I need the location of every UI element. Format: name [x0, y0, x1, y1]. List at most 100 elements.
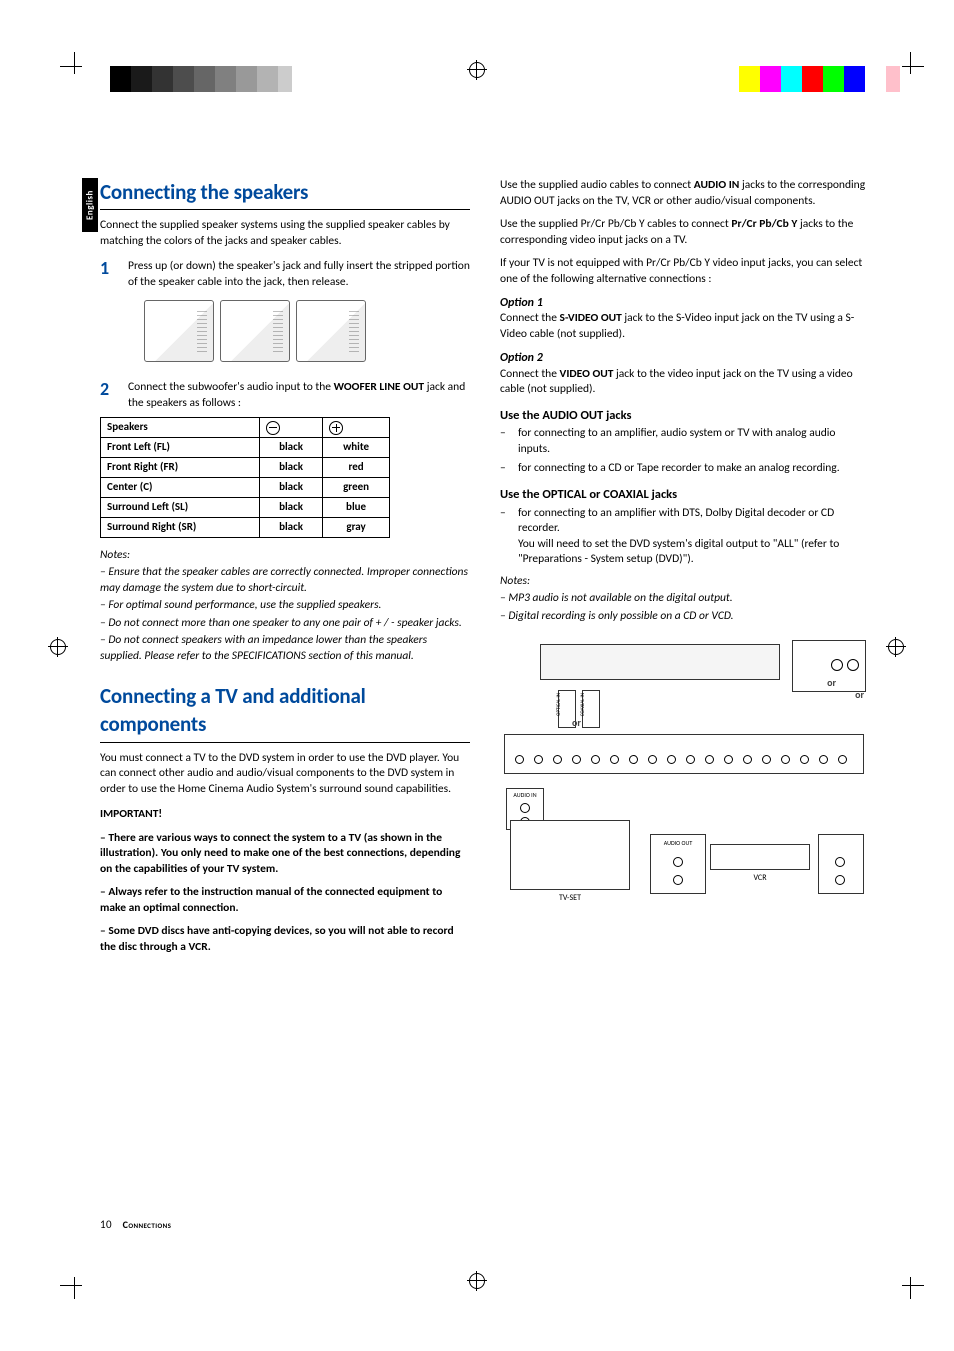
cell: Surround Right (SR) — [101, 517, 260, 537]
cell: blue — [323, 497, 390, 517]
table-row: Surround Right (SR)blackgray — [101, 517, 390, 537]
jack-icon — [724, 755, 733, 764]
bullet-text: for connecting to an amplifier with DTS,… — [518, 506, 870, 568]
cell: Front Left (FL) — [101, 438, 260, 458]
important-item: – Some DVD discs have anti-copying devic… — [100, 924, 454, 954]
diagram-audio-out — [650, 834, 706, 894]
registration-target — [48, 637, 68, 657]
figure-panel — [296, 300, 366, 362]
text-bold: Pr/Cr Pb/Cb Y — [731, 217, 797, 231]
paragraph: Connect the VIDEO OUT jack to the video … — [500, 367, 870, 398]
table-row: Front Right (FR)blackred — [101, 458, 390, 478]
jack-icon — [629, 755, 638, 764]
text-bold: AUDIO IN — [694, 178, 740, 192]
bullet-dash: – — [500, 461, 510, 477]
paragraph: Connect the S-VIDEO OUT jack to the S-Vi… — [500, 311, 870, 342]
text: Use the supplied Pr/Cr Pb/Cb Y cables to… — [500, 217, 731, 231]
cell: Front Right (FR) — [101, 458, 260, 478]
step-text: Press up (or down) the speaker's jack an… — [128, 259, 470, 290]
swatch — [131, 66, 152, 92]
paragraph: Use the supplied Pr/Cr Pb/Cb Y cables to… — [500, 217, 870, 248]
text: Use the supplied audio cables to connect — [500, 178, 694, 192]
registration-target — [467, 1271, 487, 1291]
th-minus — [259, 418, 322, 438]
jack-icon — [520, 803, 530, 813]
crop-mark — [896, 1271, 924, 1299]
jack-icon — [534, 755, 543, 764]
jack-icon — [838, 755, 847, 764]
table-row: Front Left (FL)blackwhite — [101, 438, 390, 458]
minus-icon — [266, 421, 280, 435]
jack-icon — [553, 755, 562, 764]
th-speakers: Speakers — [101, 418, 260, 438]
crop-mark — [896, 52, 924, 80]
jack-icon — [847, 659, 859, 671]
cell: black — [259, 477, 322, 497]
jack-icon — [835, 857, 845, 867]
connection-diagram: or or or — [500, 640, 870, 900]
note-item: – Do not connect more than one speaker t… — [100, 616, 470, 632]
step-1: 1 Press up (or down) the speaker's jack … — [100, 259, 470, 290]
speakers-table: Speakers Front Left (FL)blackwhite Front… — [100, 417, 390, 537]
crop-mark — [60, 1271, 88, 1299]
jack-icon — [686, 755, 695, 764]
note-item: – Ensure that the speaker cables are cor… — [100, 565, 470, 596]
text: for connecting to an amplifier with DTS,… — [518, 506, 834, 536]
option-1-heading: Option 1 — [500, 295, 870, 311]
jack-icon — [831, 659, 843, 671]
diagram-vcr — [710, 844, 810, 870]
notes-block: Notes: – MP3 audio is not available on t… — [500, 574, 870, 625]
swatch — [278, 66, 292, 92]
print-registration-greyscale — [110, 66, 306, 92]
language-tab: English — [82, 178, 98, 232]
page-number: 10 — [100, 1218, 112, 1231]
th-plus — [323, 418, 390, 438]
or-label: or — [855, 688, 864, 702]
swatch — [760, 66, 781, 92]
swatch — [110, 66, 131, 92]
cell: white — [323, 438, 390, 458]
bullet-list: –for connecting to an amplifier, audio s… — [500, 426, 870, 477]
footer-section: Connections — [123, 1218, 172, 1231]
note-item: – Digital recording is only possible on … — [500, 609, 870, 625]
cell: green — [323, 477, 390, 497]
cell: Surround Left (SL) — [101, 497, 260, 517]
swatch — [257, 66, 278, 92]
option-2-heading: Option 2 — [500, 350, 870, 366]
jack-icon — [705, 755, 714, 764]
left-column: Connecting the speakers Connect the supp… — [100, 178, 470, 963]
swatch — [844, 66, 865, 92]
note-item: – MP3 audio is not available on the digi… — [500, 591, 870, 607]
right-column: Use the supplied audio cables to connect… — [500, 178, 870, 963]
page-footer: 10 Connections — [100, 1218, 171, 1231]
jack-icon — [743, 755, 752, 764]
cell: black — [259, 438, 322, 458]
step-2: 2 Connect the subwoofer's audio input to… — [100, 380, 470, 411]
bullet-dash: – — [500, 506, 510, 568]
cell: black — [259, 517, 322, 537]
notes-heading: Notes: — [100, 548, 470, 564]
jack-icon — [762, 755, 771, 764]
jack-icon — [572, 755, 581, 764]
jack-icon — [673, 857, 683, 867]
notes-heading: Notes: — [500, 574, 870, 590]
diagram-video-out — [818, 834, 864, 894]
swatch — [194, 66, 215, 92]
swatch — [781, 66, 802, 92]
step-text: Connect the subwoofer's audio input to t… — [128, 380, 470, 411]
jack-icon — [610, 755, 619, 764]
table-row: Center (C)blackgreen — [101, 477, 390, 497]
jack-icon — [648, 755, 657, 764]
swatch — [292, 66, 306, 92]
text-bold: VIDEO OUT — [560, 367, 614, 381]
bullet-text: for connecting to an amplifier, audio sy… — [518, 426, 870, 457]
or-label: or — [827, 676, 836, 690]
crop-mark — [60, 52, 88, 80]
important-heading: IMPORTANT! — [100, 807, 162, 821]
notes-block: Notes: – Ensure that the speaker cables … — [100, 548, 470, 665]
important-item: – There are various ways to connect the … — [100, 831, 460, 876]
paragraph: If your TV is not equipped with Pr/Cr Pb… — [500, 256, 870, 287]
registration-target — [467, 60, 487, 80]
diagram-tv-set — [510, 820, 630, 890]
swatch — [215, 66, 236, 92]
